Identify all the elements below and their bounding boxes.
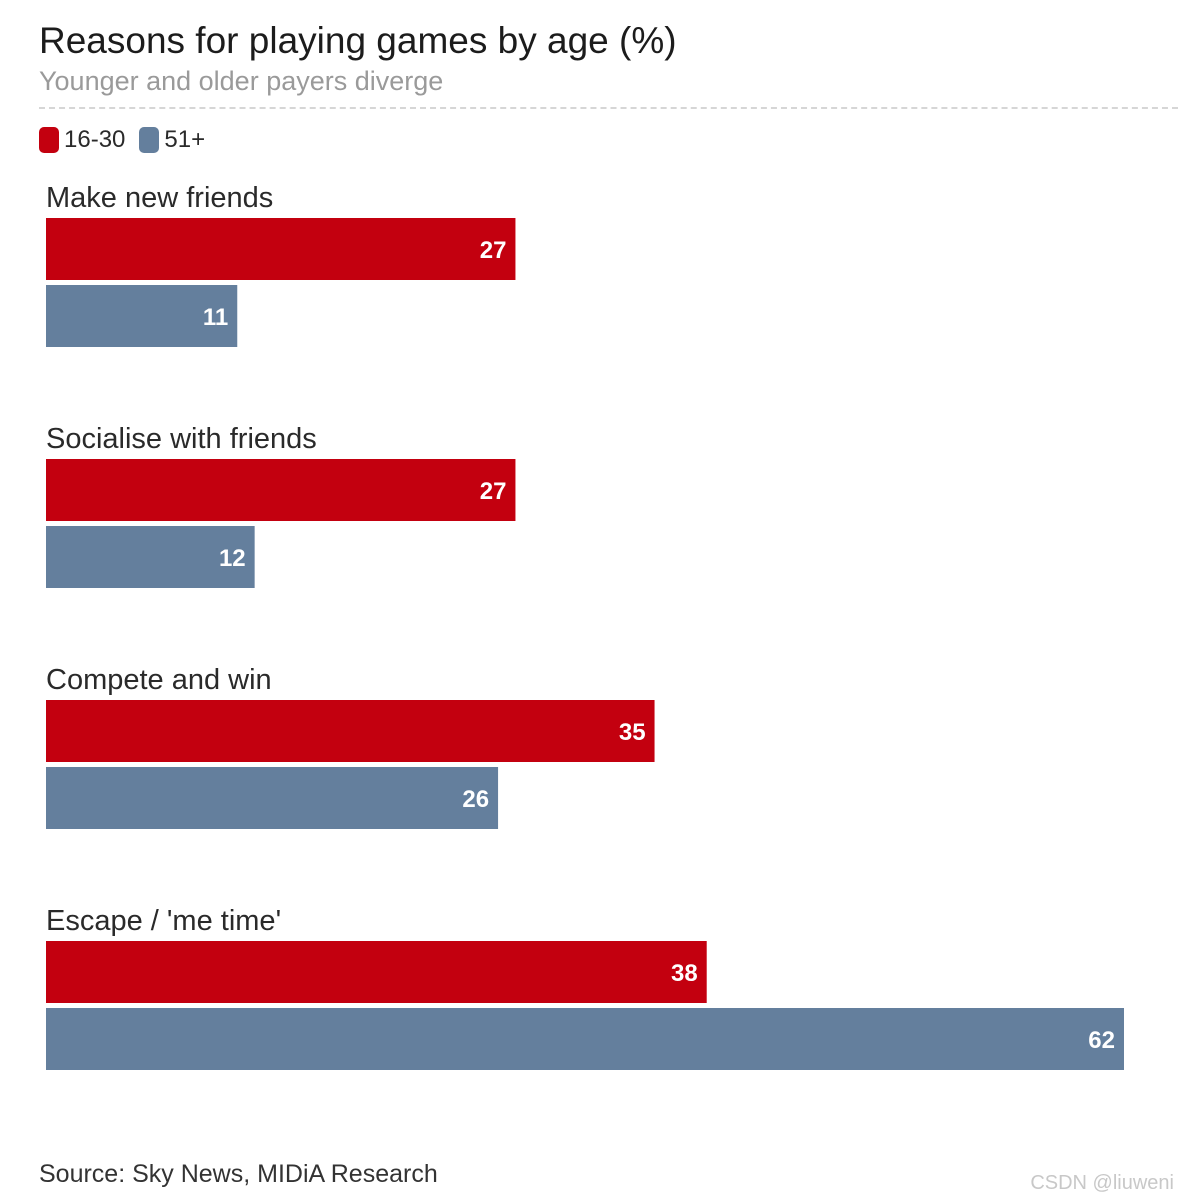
value-label-socialise-with-friends-16-30: 27 [480, 478, 507, 505]
legend-swatch-16-30 [39, 127, 59, 153]
bar-escape-me-time-51 [46, 1008, 1124, 1070]
category-label-compete-and-win: Compete and win [46, 664, 272, 696]
category-label-make-new-friends: Make new friends [46, 182, 273, 214]
value-label-escape-me-time-51: 62 [1088, 1027, 1115, 1054]
value-label-make-new-friends-51: 11 [203, 304, 228, 331]
value-label-compete-and-win-16-30: 35 [619, 719, 646, 746]
legend-label-51-plus: 51+ [164, 126, 206, 153]
legend-item-16-30: 16-30 [39, 126, 125, 154]
bar-socialise-with-friends-51 [46, 526, 255, 588]
legend-label-16-30: 16-30 [64, 126, 126, 153]
bar-make-new-friends-51 [46, 285, 238, 347]
legend: 16-30 51+ [39, 126, 219, 154]
watermark: CSDN @liuweni [1030, 1172, 1174, 1194]
bar-escape-me-time-16-30 [46, 941, 707, 1003]
bar-make-new-friends-16-30 [46, 218, 516, 280]
chart-subtitle: Younger and older payers diverge [39, 66, 444, 96]
category-label-escape-me-time: Escape / 'me time' [46, 905, 281, 937]
bar-compete-and-win-51 [46, 767, 499, 829]
value-label-escape-me-time-16-30: 38 [671, 960, 698, 987]
source-note: Source: Sky News, MIDiA Research [39, 1160, 438, 1188]
value-label-socialise-with-friends-51: 12 [219, 545, 246, 572]
legend-swatch-51-plus [139, 127, 160, 153]
legend-item-51-plus: 51+ [139, 126, 205, 154]
category-label-socialise-with-friends: Socialise with friends [46, 423, 317, 455]
header-divider [39, 107, 1178, 109]
value-label-make-new-friends-16-30: 27 [480, 237, 507, 264]
bar-compete-and-win-16-30 [46, 700, 655, 762]
value-label-compete-and-win-51: 26 [462, 786, 489, 813]
bar-socialise-with-friends-16-30 [46, 459, 516, 521]
chart-title: Reasons for playing games by age (%) [39, 20, 677, 61]
